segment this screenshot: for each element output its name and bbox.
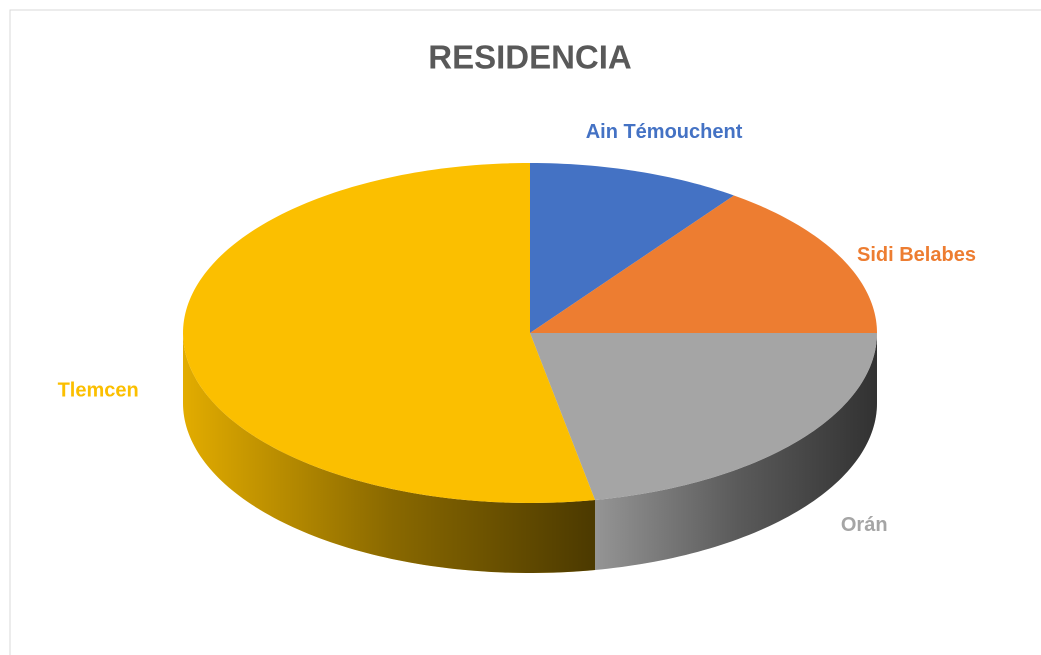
chart-title: RESIDENCIA [428,39,632,76]
slice-side-shade [183,333,596,573]
slice-side-shade [595,333,877,570]
slice [183,163,596,503]
slice-label: Orán [841,514,888,536]
slice [530,195,877,333]
slice-label: Sidi Belabes [857,244,976,266]
slice [530,163,734,333]
slice-label: Tlemcen [58,380,139,402]
slice-label: Ain Témouchent [586,121,743,143]
slice [530,333,877,500]
